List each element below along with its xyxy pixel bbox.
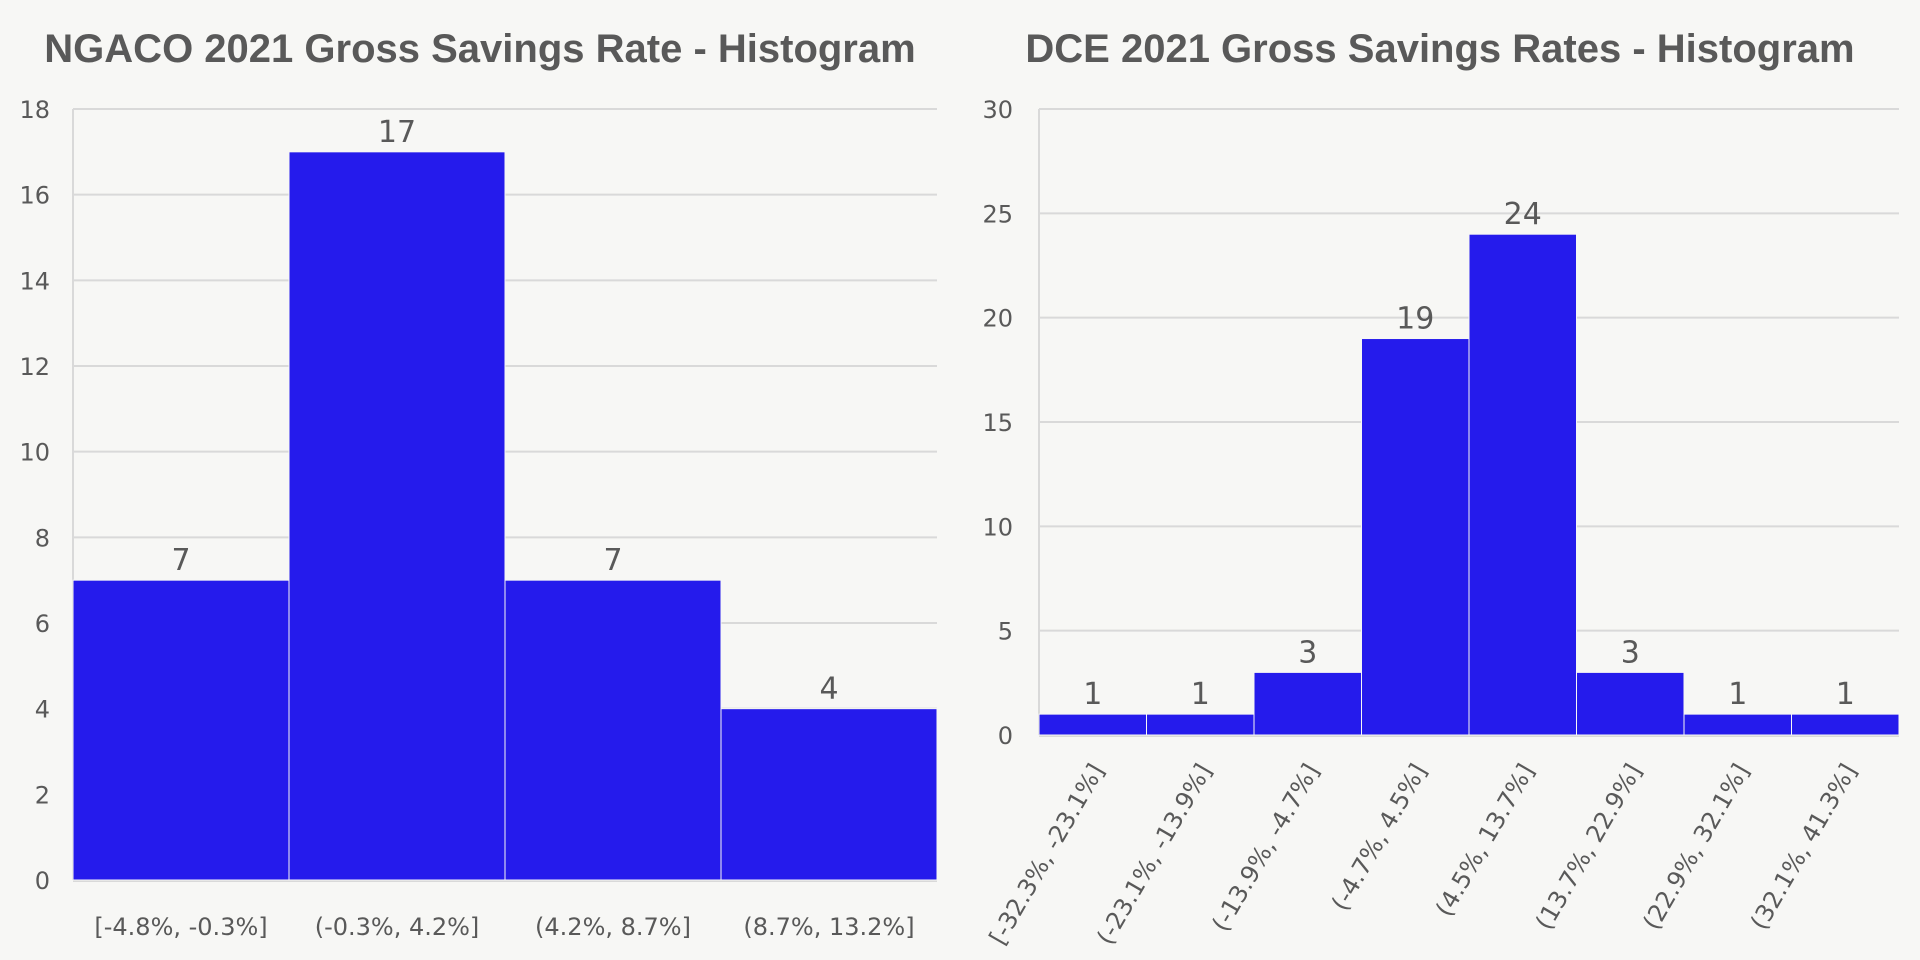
- x-tick-labels: [-4.8%, -0.3%] (-0.3%, 4.2%] (4.2%, 8.7%] (…: [94, 913, 914, 941]
- histogram-bar: [504, 579, 722, 881]
- x-tick-label: (4.2%, 8.7%]: [535, 913, 691, 941]
- y-tick-label: 5: [998, 618, 1013, 646]
- x-tick-label: (-4.7%, 4.5%]: [1326, 759, 1433, 916]
- data-label: 1: [1728, 677, 1747, 712]
- y-tick-labels: 0 5 10 15 20 25 30: [982, 96, 1013, 750]
- histogram-bar: [72, 579, 290, 881]
- x-tick-label: (8.7%, 13.2%]: [743, 913, 914, 941]
- y-tick-label: 12: [19, 353, 50, 381]
- y-tick-label: 15: [982, 409, 1013, 437]
- y-tick-label: 18: [19, 96, 50, 124]
- histogram-bar: [1038, 713, 1147, 736]
- y-tick-label: 2: [35, 781, 50, 809]
- dce-histogram: DCE 2021 Gross Savings Rates - Histogram…: [982, 27, 1900, 949]
- data-label: 4: [819, 672, 838, 707]
- y-tick-label: 16: [19, 182, 50, 210]
- x-tick-labels: [-32.3%, -23.1%](-23.1%, -13.9%](-13.9%,…: [984, 759, 1863, 949]
- data-label: 3: [1298, 635, 1317, 670]
- data-label: 19: [1396, 302, 1434, 337]
- x-tick-label: (13.7%, 22.9%]: [1530, 759, 1647, 934]
- data-label: 7: [171, 543, 190, 578]
- x-tick-label: (22.9%, 32.1%]: [1637, 759, 1754, 934]
- y-tick-label: 20: [982, 305, 1013, 333]
- data-label: 7: [603, 543, 622, 578]
- y-tick-label: 10: [19, 439, 50, 467]
- histogram-bar: [1791, 713, 1900, 736]
- y-tick-label: 14: [19, 267, 50, 295]
- histogram-bar: [1146, 713, 1255, 736]
- data-label: 1: [1191, 677, 1210, 712]
- histogram-bar: [1683, 713, 1792, 736]
- data-labels: 7 17 7 4: [171, 115, 838, 707]
- data-label: 1: [1083, 677, 1102, 712]
- y-tick-label: 25: [982, 200, 1013, 228]
- x-tick-label: (-13.9%, -4.7%]: [1206, 759, 1325, 936]
- ngaco-histogram: NGACO 2021 Gross Savings Rate - Histogra…: [19, 27, 938, 941]
- histogram-bar: [1576, 671, 1685, 736]
- chart-title: NGACO 2021 Gross Savings Rate - Histogra…: [44, 27, 915, 71]
- histogram-bar: [720, 708, 938, 881]
- x-tick-label: (-0.3%, 4.2%]: [315, 913, 480, 941]
- histogram-bar: [1468, 233, 1577, 736]
- histogram-bar: [288, 151, 506, 881]
- chart-title: DCE 2021 Gross Savings Rates - Histogram: [1025, 27, 1854, 71]
- data-label: 3: [1621, 635, 1640, 670]
- x-tick-label: (-23.1%, -13.9%]: [1091, 759, 1217, 949]
- x-tick-label: (32.1%, 41.3%]: [1745, 759, 1862, 934]
- y-tick-label: 6: [35, 610, 50, 638]
- y-tick-label: 10: [982, 513, 1013, 541]
- x-tick-label: (4.5%, 13.7%]: [1430, 759, 1540, 921]
- data-label: 24: [1504, 197, 1542, 232]
- y-tick-label: 4: [35, 696, 50, 724]
- histogram-bar: [1361, 338, 1470, 736]
- bars: [72, 151, 938, 881]
- y-tick-labels: 0 2 4 6 8 10 12 14 16 18: [19, 96, 50, 895]
- histogram-bar: [1253, 671, 1362, 736]
- data-labels: 1 1 3 19 24 3 1 1: [1083, 197, 1855, 712]
- x-tick-label: [-4.8%, -0.3%]: [94, 913, 267, 941]
- y-tick-label: 0: [998, 722, 1013, 750]
- y-tick-label: 0: [35, 867, 50, 895]
- y-tick-label: 30: [982, 96, 1013, 124]
- y-tick-label: 8: [35, 524, 50, 552]
- data-label: 1: [1836, 677, 1855, 712]
- data-label: 17: [378, 115, 416, 150]
- bars: [1038, 233, 1900, 736]
- x-tick-label: [-32.3%, -23.1%]: [984, 759, 1110, 949]
